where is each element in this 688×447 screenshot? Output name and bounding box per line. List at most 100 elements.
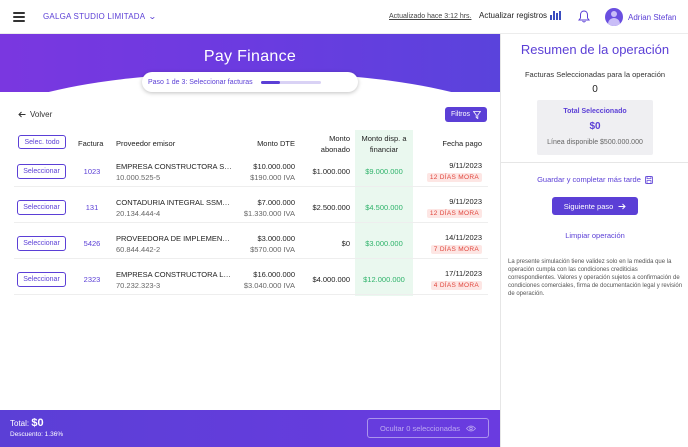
mora-badge: 12 DÍAS MORA (426, 209, 482, 218)
header-disp-line2: financiar (369, 145, 399, 154)
sii-icon (550, 11, 562, 20)
provider-name: EMPRESA CONSTRUCTORA SPA (116, 162, 232, 171)
chevron-down-icon: ⌄ (148, 12, 158, 21)
header-disp-line1: Monto disp. a (361, 134, 407, 143)
company-selector[interactable]: GALGA STUDIO LIMITADA ⌄ (43, 12, 158, 21)
invoice-number[interactable]: 1023 (83, 167, 101, 176)
selected-invoices-count: 0 (592, 84, 598, 95)
company-name: GALGA STUDIO LIMITADA (43, 12, 146, 21)
clear-operation-button[interactable]: Limpiar operación (565, 231, 625, 240)
header-abonado-line1: Monto (329, 134, 350, 143)
header-monto-abonado: Monto abonado (321, 133, 350, 155)
menu-icon[interactable] (13, 12, 25, 22)
monto-dte: $3.000.000 (257, 234, 295, 243)
monto-dte: $10.000.000 (253, 162, 295, 171)
available-amount-column-bg (355, 130, 413, 296)
table-row: Seleccionar 1023 EMPRESA CONSTRUCTORA SP… (14, 157, 488, 187)
back-label: Volver (30, 110, 53, 119)
mora-badge: 7 DÍAS MORA (430, 245, 482, 254)
page-title: Pay Finance (203, 48, 297, 65)
monto-disponible: $4.500.000 (365, 203, 403, 212)
filter-label: Filtros (450, 111, 471, 118)
arrow-right-icon (618, 203, 627, 209)
monto-iva: $190.000 IVA (250, 173, 295, 182)
header-factura: Factura (78, 139, 104, 148)
update-records-button[interactable]: Actualizar registros (479, 11, 562, 20)
mora-badge: 4 DÍAS MORA (430, 281, 482, 290)
monto-abonado: $2.500.000 (312, 203, 350, 212)
selected-invoices-label: Facturas Seleccionadas para la operación (524, 70, 666, 79)
footer-discount: Descuento: 1.36% (10, 431, 64, 438)
monto-iva: $3.040.000 IVA (243, 281, 295, 290)
invoice-number[interactable]: 131 (85, 203, 99, 212)
header-monto-dte: Monto DTE (257, 139, 295, 148)
filter-button[interactable]: Filtros (445, 107, 487, 122)
provider-name: PROVEEDORA DE IMPLEMENTOS SPA (116, 234, 232, 243)
save-icon (644, 175, 653, 184)
monto-abonado: $0 (341, 239, 350, 248)
save-later-label: Guardar y completar más tarde (537, 175, 641, 184)
available-line: Línea disponible $500.000.000 (547, 139, 643, 146)
monto-dte: $16.000.000 (253, 270, 295, 279)
summary-title: Resumen de la operación (520, 42, 670, 57)
summary-panel: Resumen de la operación Facturas Selecci… (500, 34, 688, 447)
monto-disponible: $9.000.000 (365, 167, 403, 176)
mora-badge: 12 DÍAS MORA (426, 173, 482, 182)
eye-icon (466, 425, 477, 431)
save-later-button[interactable]: Guardar y completar más tarde (501, 175, 688, 184)
footer-total-value: $0 (31, 417, 44, 429)
footer-total-label: Total: (10, 419, 30, 428)
select-row-button[interactable]: Seleccionar (17, 236, 66, 251)
selected-total-label: Total Seleccionado (563, 108, 627, 115)
fecha-pago: 17/11/2023 (445, 269, 482, 278)
selected-total-value: $0 (589, 121, 601, 132)
selection-footer: Total: $0 Descuento: 1.36% Ocultar 0 sel… (0, 410, 500, 447)
select-row-button[interactable]: Seleccionar (17, 272, 66, 287)
table-row: Seleccionar 2323 EMPRESA CONSTRUCTORA LI… (14, 265, 488, 295)
next-step-button[interactable]: Siguiente paso (552, 197, 638, 215)
last-updated-text: Actualizado hace 3:12 hrs. (389, 13, 472, 20)
selected-total-card: Total Seleccionado $0 Línea disponible $… (537, 100, 653, 155)
monto-disponible: $3.000.000 (365, 239, 403, 248)
monto-dte: $7.000.000 (257, 198, 295, 207)
table-row: Seleccionar 131 CONTADURIA INTEGRAL SSMM… (14, 193, 488, 223)
arrow-left-icon (18, 111, 26, 118)
monto-abonado: $4.000.000 (312, 275, 350, 284)
header-abonado-line2: abonado (320, 145, 350, 154)
monto-disponible: $12.000.000 (363, 275, 405, 284)
monto-iva: $1.330.000 IVA (243, 209, 295, 218)
provider-name: CONTADURIA INTEGRAL SSMM LTDA (116, 198, 232, 207)
disclaimer-text: La presente simulación tiene validez sol… (508, 259, 683, 297)
monto-iva: $570.000 IVA (250, 245, 295, 254)
select-row-button[interactable]: Seleccionar (17, 200, 66, 215)
table-row: Seleccionar 5426 PROVEEDORA DE IMPLEMENT… (14, 229, 488, 259)
header-monto-disponible: Monto disp. a financiar (355, 133, 413, 155)
header-proveedor: Proveedor emisor (116, 139, 176, 148)
provider-rut: 70.232.323-3 (116, 281, 161, 290)
fecha-pago: 9/11/2023 (449, 161, 482, 170)
footer-total: Total: $0 (10, 417, 44, 429)
avatar-icon[interactable] (605, 8, 623, 26)
panel-divider (501, 162, 688, 163)
provider-rut: 60.844.442-2 (116, 245, 161, 254)
select-all-button[interactable]: Selec. todo (18, 135, 66, 149)
update-records-label: Actualizar registros (479, 11, 548, 20)
filter-icon (473, 110, 482, 119)
provider-name: EMPRESA CONSTRUCTORA LIMITADA (116, 270, 232, 279)
step-progress-bar (260, 80, 321, 84)
step-indicator: Paso 1 de 3: Seleccionar facturas (142, 72, 358, 92)
fecha-pago: 14/11/2023 (445, 233, 482, 242)
provider-rut: 10.000.525-5 (116, 173, 161, 182)
bell-icon[interactable] (578, 10, 590, 23)
hide-selected-label: Ocultar 0 seleccionadas (379, 423, 461, 433)
monto-abonado: $1.000.000 (312, 167, 350, 176)
invoice-number[interactable]: 2323 (83, 275, 101, 284)
hide-selected-button[interactable]: Ocultar 0 seleccionadas (367, 418, 489, 438)
user-name[interactable]: Adrian Stefan (628, 13, 677, 22)
next-step-label: Siguiente paso (563, 201, 614, 211)
select-row-button[interactable]: Seleccionar (17, 164, 66, 179)
provider-rut: 20.134.444-4 (116, 209, 161, 218)
back-button[interactable]: Volver (18, 110, 52, 119)
invoice-number[interactable]: 5426 (83, 239, 101, 248)
step-progress-fill (260, 80, 281, 84)
